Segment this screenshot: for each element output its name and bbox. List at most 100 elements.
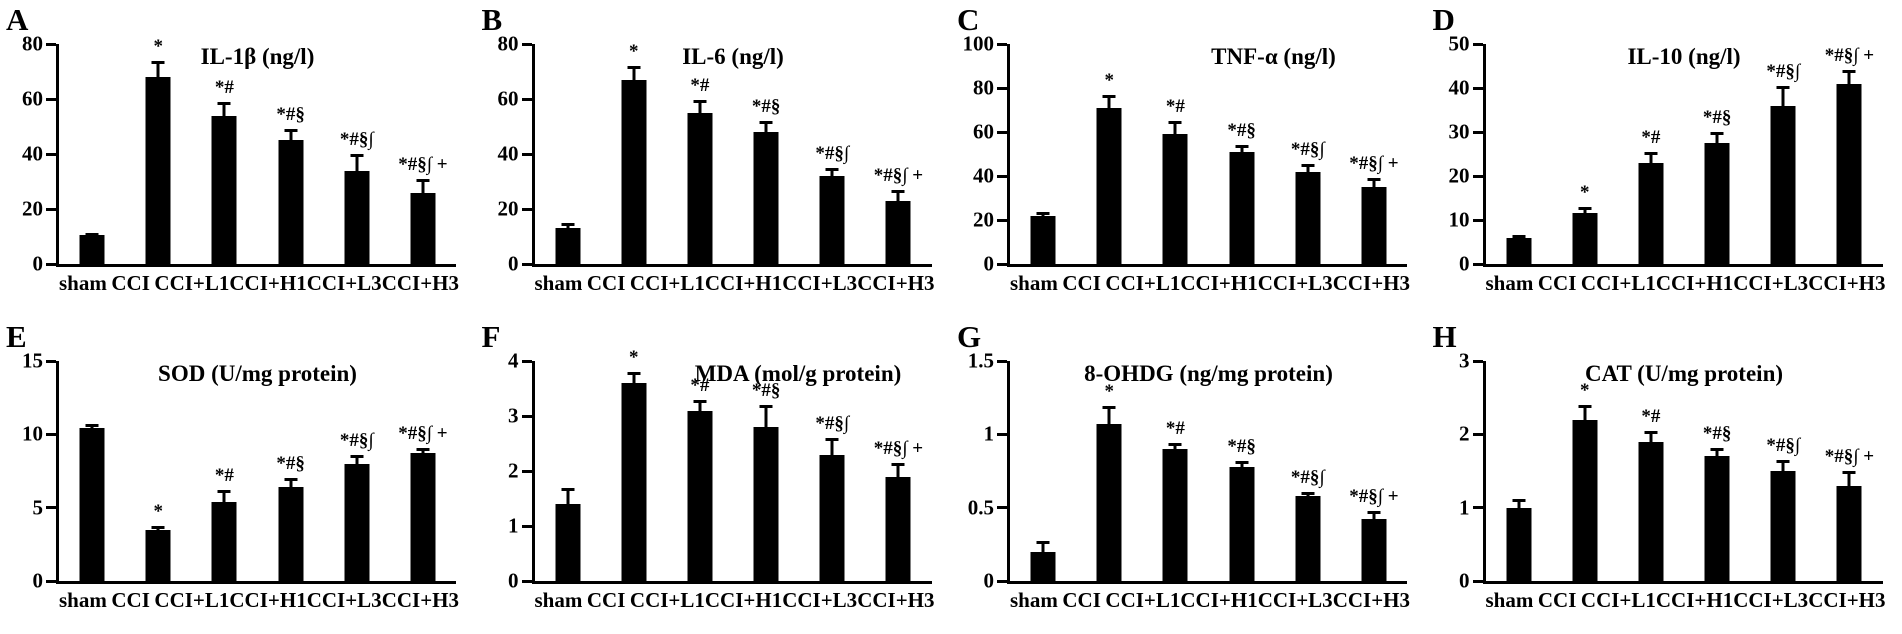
x-axis-label: CCI+H3	[1332, 271, 1410, 295]
error-bar-line	[566, 487, 570, 504]
x-axis-label: CCI+H3	[1332, 588, 1410, 612]
error-bar-cap	[1235, 460, 1249, 464]
error-bar-line	[632, 66, 636, 80]
bar-group-sham	[535, 44, 601, 264]
x-axis-label: CCI	[1062, 588, 1101, 612]
bar	[1770, 105, 1796, 264]
error-bar-cap	[1842, 471, 1856, 474]
y-tick-label: 2	[1459, 421, 1470, 446]
bar	[79, 235, 105, 264]
bar-group-cci-l3: *#§∫	[799, 361, 865, 581]
y-tick-mark	[997, 218, 1007, 222]
error-bar-cap	[1102, 94, 1116, 98]
x-axis-label: CCI+H1	[1655, 588, 1734, 612]
y-tick-mark	[521, 469, 532, 473]
y-tick-mark	[1472, 359, 1483, 363]
bar-group-cci-l3: *#§∫	[1750, 44, 1816, 264]
y-tick-mark	[521, 42, 532, 46]
error-bar-cap	[891, 462, 905, 466]
y-tick-label: 10	[22, 421, 43, 446]
y-tick-label: 80	[973, 75, 994, 100]
y-tick-label: 20	[1448, 163, 1470, 188]
x-axis-label: sham	[1010, 588, 1058, 612]
bar	[753, 427, 779, 581]
x-axis-label: CCI	[1537, 588, 1577, 612]
bar-group-sham	[59, 361, 125, 581]
y-tick-mark	[521, 152, 532, 156]
bar	[1572, 419, 1598, 581]
x-axis-label: sham	[1485, 588, 1534, 612]
error-bar-line	[1781, 460, 1785, 471]
significance-annotation: *#§	[1227, 435, 1256, 457]
bar	[1506, 507, 1532, 581]
error-bar-cap	[561, 222, 575, 226]
error-bar-line	[222, 101, 226, 116]
x-axis-label: sham	[59, 271, 107, 295]
panel-b-il6: B IL-6 (ng/l) 0 20 40 60 80 * *# *#§ *#§∫ *#§∫ + …	[476, 0, 951, 317]
error-bar-cap	[1710, 132, 1724, 135]
bar-group-sham	[59, 44, 125, 264]
bar-group-cci-h1: *#§	[733, 361, 799, 581]
bar	[1836, 83, 1862, 264]
bar	[410, 453, 436, 581]
error-bar-line	[1649, 151, 1653, 163]
y-tick-label: 60	[22, 86, 43, 111]
x-axis-labels: sham CCI CCI+L1 CCI+H1 CCI+L3 CCI+H3	[1010, 271, 1410, 296]
panel-d-il10: D IL-10 (ng/l) 0 10 20 30 40 50 * *# *#§ *#§∫ *#§∫…	[1427, 0, 1902, 317]
error-bar-line	[632, 372, 636, 383]
error-bar-line	[1240, 145, 1244, 152]
bar	[1162, 449, 1188, 581]
x-axis-label: CCI+L3	[306, 271, 382, 295]
bar-group-cci-l3: *#§∫	[799, 44, 865, 264]
error-bar-line	[1306, 163, 1310, 172]
y-tick-label: 1	[508, 513, 519, 538]
error-bar-cap	[1512, 498, 1526, 502]
error-bar-cap	[1776, 460, 1790, 463]
error-bar-cap	[1036, 541, 1050, 545]
x-axis-label: sham	[1010, 271, 1058, 295]
bar	[1162, 134, 1188, 264]
error-bar-line	[764, 121, 768, 132]
bar-group-cci-h3: *#§∫ +	[390, 361, 456, 581]
error-bar-line	[1847, 471, 1851, 486]
plot-area: IL-10 (ng/l) 0 10 20 30 40 50 * *# *#§ *#§∫ *#§∫ +	[1449, 33, 1883, 274]
significance-annotation: *	[153, 501, 164, 522]
bar	[621, 79, 647, 264]
significance-annotation: *	[629, 41, 639, 62]
plot-area: CAT (U/mg protein) 0 1 2 3 * *# *#§ *#§∫ *#§∫ +	[1459, 350, 1883, 591]
error-bar-cap	[85, 424, 99, 428]
y-tick-label: 3	[1459, 348, 1470, 373]
bar	[687, 112, 713, 264]
bar-group-cci-h1: *#§	[1684, 44, 1750, 264]
significance-annotation: *#§∫	[815, 413, 850, 434]
y-tick-label: 80	[497, 31, 519, 56]
error-bar-cap	[1578, 206, 1592, 210]
bar	[1096, 107, 1122, 264]
y-tick-mark	[1472, 174, 1483, 178]
bar-group-cci: *	[601, 41, 667, 264]
y-tick-mark	[997, 42, 1007, 46]
y-tick-mark	[997, 86, 1007, 90]
y-tick-mark	[1472, 432, 1483, 436]
x-axis-label: CCI+L1	[1580, 271, 1656, 295]
significance-annotation: *#§	[1702, 107, 1732, 128]
error-bar-cap	[1102, 406, 1116, 410]
significance-annotation: *#	[1641, 126, 1661, 148]
significance-annotation: *#	[214, 76, 234, 98]
significance-annotation: *	[629, 347, 639, 368]
error-bar-cap	[350, 154, 364, 157]
bar-group-sham	[1010, 44, 1076, 264]
y-tick-mark	[521, 359, 532, 363]
y-tick-mark	[1472, 42, 1483, 46]
plot-area: TNF-α (ng/l) 0 20 40 60 80 100 * *# *#§ *#§∫ *#§∫ …	[963, 33, 1407, 274]
x-axis-label: CCI+L3	[306, 588, 382, 612]
x-axis-labels: sham CCI CCI+L1 CCI+H1 CCI+L3 CCI+H3	[59, 271, 459, 296]
bar-group-cci: *	[1552, 361, 1618, 581]
bar	[753, 132, 779, 264]
plot-area: 8-OHDG (ng/mg protein) 0 0.5 1 1.5 * *# *#§ *#§…	[968, 350, 1407, 591]
x-axis-label: CCI	[586, 588, 626, 612]
x-axis-label: CCI	[1062, 271, 1101, 295]
bar	[145, 529, 171, 581]
panel-letter-c: C	[957, 2, 980, 37]
x-axis-label: CCI+L1	[629, 271, 705, 295]
